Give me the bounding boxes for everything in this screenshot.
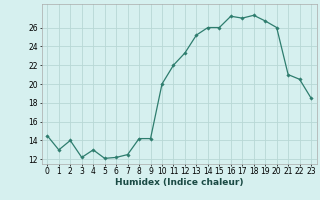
X-axis label: Humidex (Indice chaleur): Humidex (Indice chaleur)	[115, 178, 244, 187]
